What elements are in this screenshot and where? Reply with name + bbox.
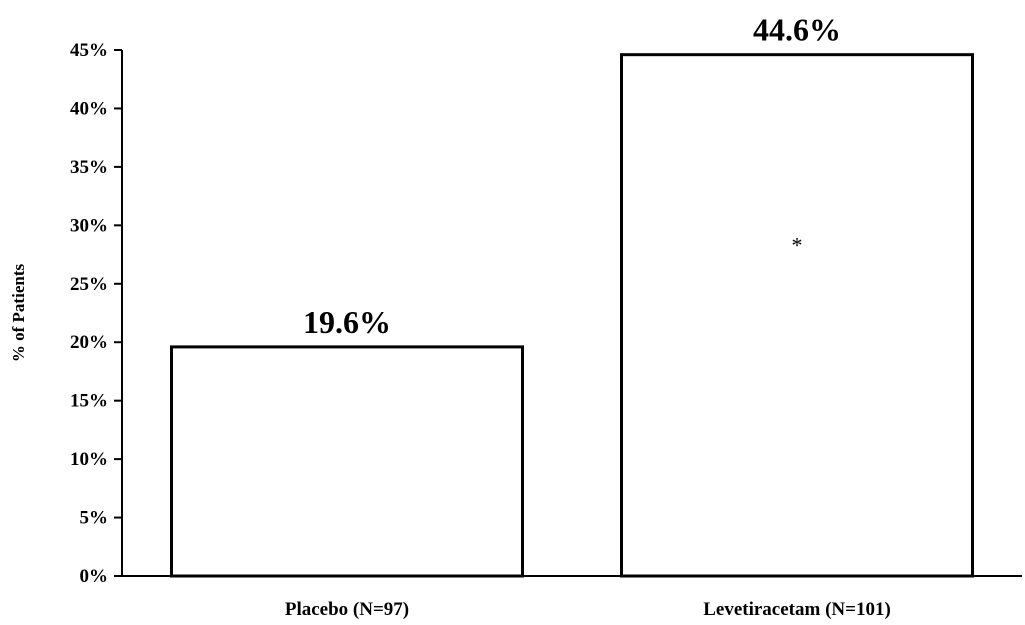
y-tick-label: 5%	[80, 508, 109, 529]
y-tick-label: 40%	[70, 98, 108, 119]
bar	[620, 53, 974, 578]
y-axis: 0% 5% 10% 15% 20% 25% 30% 35% 40% 45%	[70, 40, 123, 587]
y-tick-label: 10%	[70, 449, 108, 470]
x-category-label: Levetiracetam (N=101)	[703, 599, 891, 620]
bar-value-label: 19.6%	[303, 304, 391, 340]
y-tick-label: 25%	[70, 274, 108, 295]
data-labels: 19.6% 44.6% *	[303, 12, 841, 340]
x-axis: Placebo (N=97) Levetiracetam (N=101)	[122, 575, 1022, 620]
y-tick-label: 45%	[70, 40, 108, 61]
y-axis-label: % of Patients	[9, 264, 28, 363]
y-tick-label: 35%	[70, 157, 108, 178]
bar	[170, 345, 524, 578]
x-category-label: Placebo (N=97)	[285, 599, 409, 620]
y-tick-label: 0%	[80, 566, 109, 587]
y-tick-label: 30%	[70, 215, 108, 236]
bars	[170, 53, 974, 578]
y-tick-label: 20%	[70, 332, 108, 353]
y-tick-label: 15%	[70, 391, 108, 412]
significance-marker: *	[792, 233, 803, 258]
bar-value-label: 44.6%	[753, 12, 841, 48]
